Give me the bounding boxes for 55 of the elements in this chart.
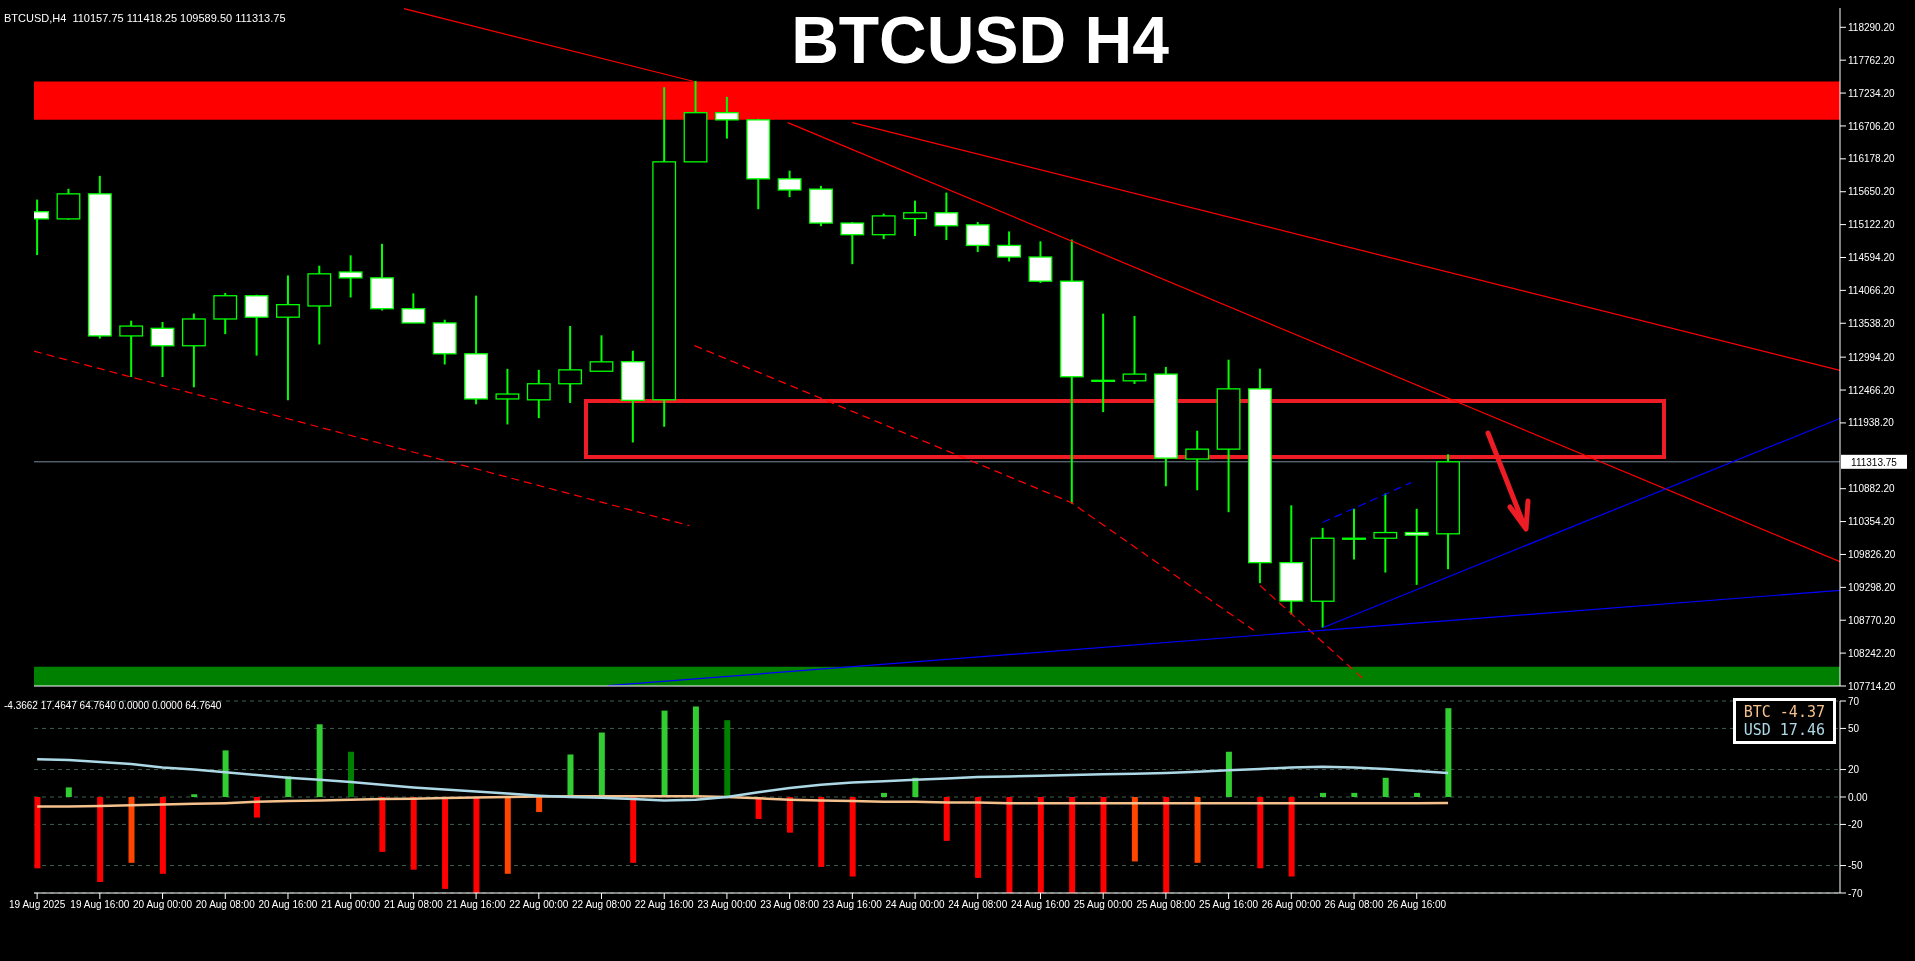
ref-line-label: 111313.75	[1851, 456, 1898, 468]
x-tick-label: 22 Aug 08:00	[572, 899, 632, 911]
y-tick-label: 107714.20	[1848, 680, 1896, 692]
y-tick-label: 113538.20	[1848, 317, 1895, 329]
y-tick-label: 112466.20	[1848, 384, 1895, 396]
x-tick-label: 21 Aug 16:00	[446, 899, 506, 911]
x-tick-label: 25 Aug 16:00	[1199, 899, 1259, 911]
x-tick-label: 26 Aug 00:00	[1261, 899, 1322, 911]
x-tick-label: 24 Aug 08:00	[948, 899, 1008, 911]
y-tick-label: 118290.20	[1848, 21, 1895, 33]
y-tick-label: 115650.20	[1848, 186, 1895, 198]
x-tick-label: 23 Aug 16:00	[822, 899, 883, 911]
y-tick-label: 114594.20	[1848, 252, 1895, 264]
x-tick-label: 23 Aug 08:00	[760, 899, 820, 911]
y-tick-label: 117762.20	[1848, 54, 1895, 66]
y-tick-label: 108242.20	[1848, 647, 1896, 659]
x-tick-label: 20 Aug 08:00	[195, 899, 256, 911]
y-tick-label: 50	[1848, 722, 1860, 734]
y-tick-label: -70	[1848, 887, 1863, 899]
x-tick-label: 26 Aug 16:00	[1387, 899, 1447, 911]
x-tick-label: 21 Aug 08:00	[383, 899, 444, 911]
x-tick-label: 22 Aug 00:00	[509, 899, 569, 911]
chart-subtitle: BTCUSD,H4 110157.75 111418.25 109589.50 111313.75	[4, 12, 286, 24]
x-tick-label: 22 Aug 16:00	[634, 899, 695, 911]
y-tick-label: 110882.20	[1848, 483, 1895, 495]
chart-subtitle: -4.3662 17.4647 64.7640 0.0000 0.0000 64.7640	[4, 700, 222, 711]
y-tick-label: 20	[1848, 764, 1860, 776]
y-tick-label: 117234.20	[1848, 87, 1895, 99]
legend-box: BTC -4.37 USD 17.46	[1732, 698, 1836, 744]
y-tick-label: 112994.20	[1848, 351, 1895, 363]
x-tick-label: 23 Aug 00:00	[697, 899, 757, 911]
x-tick-label: 24 Aug 16:00	[1010, 899, 1071, 911]
y-tick-label: 110354.20	[1848, 516, 1895, 528]
y-tick-label: 111938.20	[1848, 417, 1895, 429]
x-tick-label: 19 Aug 16:00	[70, 899, 130, 911]
y-tick-label: -50	[1848, 860, 1863, 872]
x-tick-label: 20 Aug 00:00	[133, 899, 193, 911]
y-tick-label: 0.00	[1848, 791, 1868, 803]
x-tick-label: 26 Aug 08:00	[1324, 899, 1384, 911]
y-tick-label: 114066.20	[1848, 284, 1895, 296]
y-tick-label: 115122.20	[1848, 219, 1895, 231]
y-tick-label: 116706.20	[1848, 120, 1895, 132]
chart-title: BTCUSD H4	[791, 3, 1169, 77]
x-tick-label: 24 Aug 00:00	[885, 899, 945, 911]
x-tick-label: 20 Aug 16:00	[258, 899, 318, 911]
y-tick-label: 70	[1848, 695, 1860, 707]
y-tick-label: 108770.20	[1848, 614, 1896, 626]
y-tick-label: 116178.20	[1848, 153, 1895, 165]
y-tick-label: -20	[1848, 818, 1863, 830]
x-tick-label: 25 Aug 08:00	[1136, 899, 1196, 911]
y-tick-label: 109298.20	[1848, 581, 1896, 593]
x-tick-label: 21 Aug 00:00	[321, 899, 381, 911]
x-tick-label: 19 Aug 2025	[9, 899, 66, 911]
x-tick-label: 25 Aug 00:00	[1073, 899, 1134, 911]
y-tick-label: 109826.20	[1848, 549, 1896, 561]
